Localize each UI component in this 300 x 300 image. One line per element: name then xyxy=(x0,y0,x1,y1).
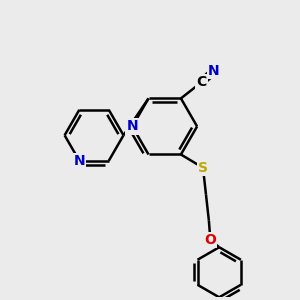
Text: S: S xyxy=(198,161,208,175)
Text: N: N xyxy=(208,64,220,78)
Text: N: N xyxy=(74,154,85,168)
Text: C: C xyxy=(196,75,207,89)
Text: O: O xyxy=(204,233,216,247)
Text: N: N xyxy=(127,119,138,134)
